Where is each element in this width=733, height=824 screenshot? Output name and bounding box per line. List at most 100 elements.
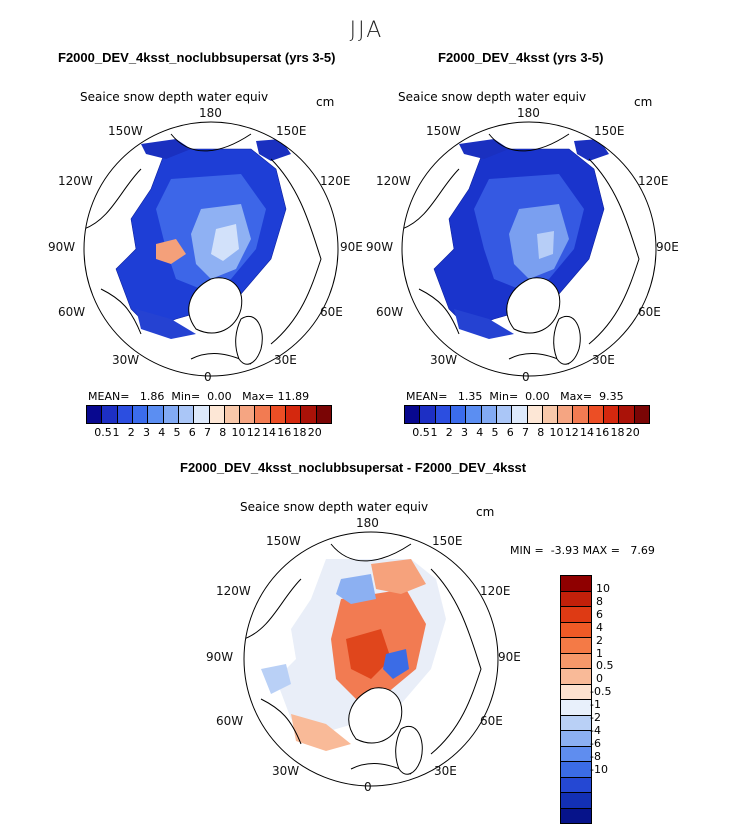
diff-variable-label: Seaice snow depth water equiv [240,500,429,514]
left-lon-60w: 60W [58,305,86,319]
colorbar-swatch [558,406,574,423]
left-lon-60e: 60E [320,305,343,319]
colorbar-tick-label: 7 [522,426,529,439]
colorbar-swatch [316,406,331,423]
colorbar-tick-label: 1 [112,426,120,439]
colorbar-tick-label: 1 [596,646,603,660]
right-lon-30e: 30E [592,353,615,367]
diff-scandinavia-outline [395,726,423,775]
diff-polar-map [243,531,499,787]
colorbar-swatch [561,591,591,607]
colorbar-swatch [163,406,179,423]
colorbar-swatch [178,406,195,423]
colorbar-tick-label: 12 [246,426,261,439]
colorbar-swatch [301,406,317,423]
left-panel-title: F2000_DEV_4ksst_noclubbsupersat (yrs 3-5… [58,50,336,65]
left-map-boundary [83,121,339,377]
colorbar-swatch [561,700,591,716]
colorbar-tick-label: 8 [596,594,603,608]
colorbar-tick-label: -8 [590,749,601,763]
colorbar-tick-label: 7 [204,426,211,439]
diff-map-boundary [243,531,499,787]
left-stats: MEAN= 1.86 Min= 0.00 Max= 11.89 [88,390,310,403]
colorbar-swatch [496,406,513,423]
left-lon-120e: 120E [320,174,351,188]
colorbar-swatch [117,406,133,423]
left-colorbar [86,405,332,424]
right-lon-150w: 150W [426,124,461,138]
left-greenland-outline [188,277,243,334]
colorbar-swatch [420,406,436,423]
diff-lon-30e: 30E [434,764,457,778]
colorbar-tick-label: -1 [590,698,601,712]
colorbar-tick-label: 0.5 [94,426,112,439]
colorbar-swatch [194,406,210,423]
colorbar-swatch [527,406,543,423]
left-sea-ice-warm-patch [156,239,186,264]
right-lon-0: 0 [522,370,530,384]
right-bering-ice-arm [574,139,609,161]
colorbar-swatch [573,406,589,423]
diff-negative-west [261,664,291,694]
diff-lon-90w: 90W [206,650,234,664]
colorbar-swatch [561,669,591,685]
left-lon-150w: 150W [108,124,143,138]
colorbar-swatch [619,406,635,423]
colorbar-swatch [561,793,591,809]
colorbar-tick-label: 18 [610,426,625,439]
colorbar-swatch [561,762,591,778]
colorbar-swatch [87,406,103,423]
colorbar-tick-label: 14 [262,426,276,439]
left-atlantic-ice-arm [136,309,196,339]
diff-positive-north [371,559,426,594]
colorbar-tick-label: 4 [596,620,603,634]
right-lon-90w: 90W [366,240,394,254]
right-pacific-ice-arm [459,139,509,159]
colorbar-tick-label: 16 [277,426,292,439]
colorbar-swatch [561,777,591,793]
left-bering-ice-arm [256,139,291,161]
colorbar-swatch [209,406,225,423]
left-lon-180: 180 [199,106,222,120]
colorbar-swatch [588,406,605,423]
colorbar-swatch [561,607,591,623]
right-lon-120e: 120E [638,174,669,188]
colorbar-tick-label: -0.5 [590,685,612,699]
colorbar-tick-label: 3 [461,426,468,439]
colorbar-tick-label: 6 [188,426,196,439]
colorbar-swatch [102,406,118,423]
colorbar-swatch [148,406,164,423]
right-lon-60w: 60W [376,305,404,319]
right-lon-90e: 90E [656,240,679,254]
right-lon-60e: 60E [638,305,661,319]
colorbar-tick-label: 2 [127,426,135,439]
diff-continent-coastline [244,543,482,775]
right-sea-ice-core [537,231,554,259]
diff-negative-north [336,574,376,604]
right-polar-map [401,121,657,377]
colorbar-swatch [240,406,256,423]
left-lon-90e: 90E [340,240,363,254]
right-panel-title: F2000_DEV_4ksst (yrs 3-5) [438,50,604,65]
colorbar-swatch [435,406,451,423]
diff-lon-0: 0 [364,780,372,794]
diff-lon-60w: 60W [216,714,244,728]
left-polar-map [83,121,339,377]
colorbar-swatch [450,406,467,423]
right-stats: MEAN= 1.35 Min= 0.00 Max= 9.35 [406,390,624,403]
colorbar-swatch [561,576,591,592]
colorbar-tick-label: 2 [596,633,603,647]
colorbar-swatch [132,406,149,423]
colorbar-tick-label: -4 [590,723,601,737]
left-lon-30e: 30E [274,353,297,367]
diff-lon-150w: 150W [266,534,301,548]
colorbar-swatch [604,406,620,423]
diff-negative-spot [383,649,409,679]
left-continent-coastline [84,133,322,365]
diff-positive-south [291,714,351,751]
diff-unit-label: cm [476,505,495,519]
colorbar-swatch [634,406,649,423]
colorbar-swatch [542,406,559,423]
diff-colorbar [560,575,592,824]
colorbar-tick-label: 1 [430,426,438,439]
